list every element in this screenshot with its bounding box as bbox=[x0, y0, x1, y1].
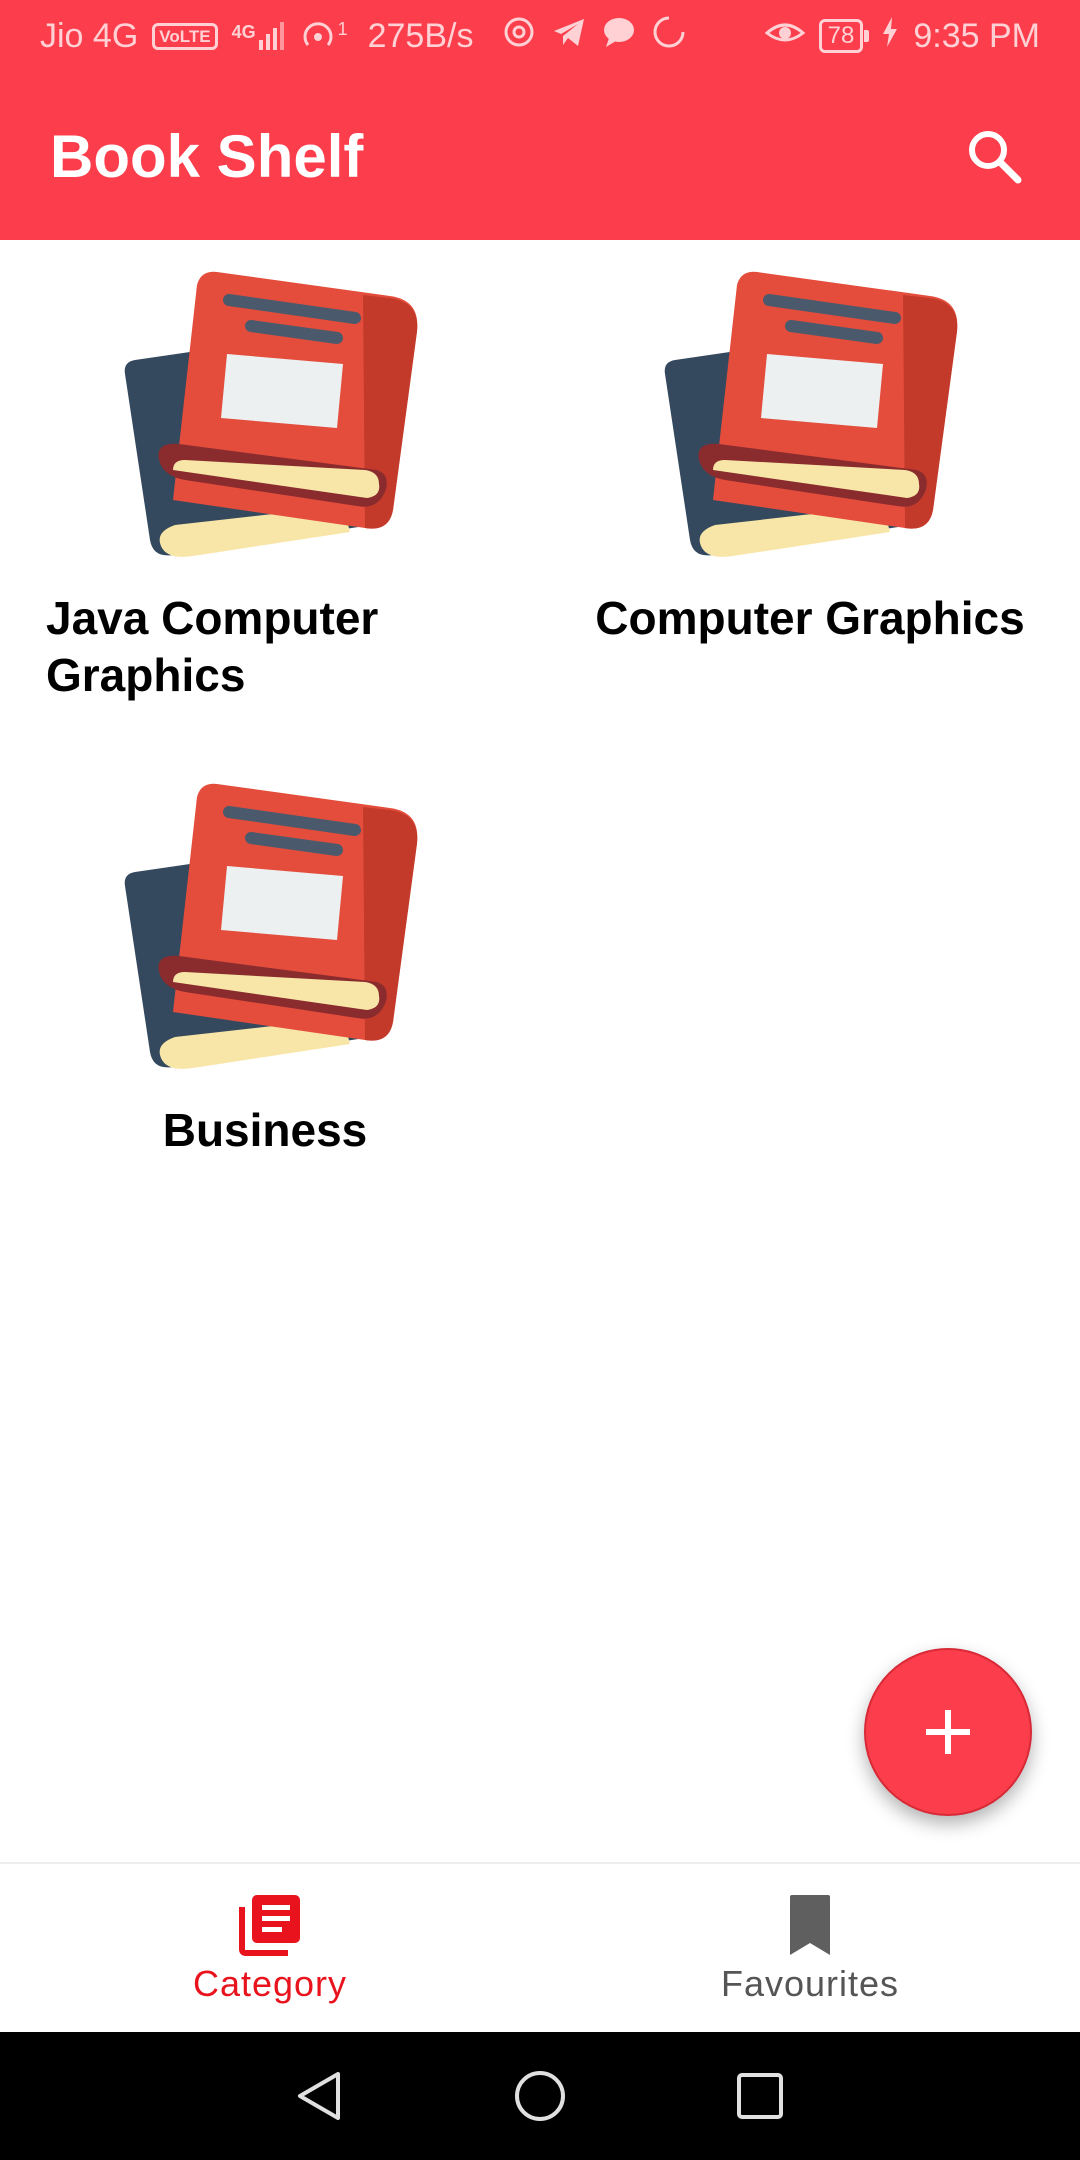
nav-label-category: Category bbox=[192, 1963, 348, 2004]
wifi-calling-icon bbox=[501, 14, 537, 59]
recents-icon bbox=[737, 2073, 783, 2119]
search-icon bbox=[969, 131, 1022, 184]
category-icon bbox=[239, 1895, 300, 1956]
eye-comfort-icon bbox=[764, 15, 806, 58]
telegram-icon bbox=[551, 14, 587, 59]
book-stack-icon bbox=[664, 271, 958, 557]
category-card[interactable]: Java Computer Graphics bbox=[0, 240, 540, 740]
back-button[interactable] bbox=[285, 2061, 355, 2131]
recents-button[interactable] bbox=[725, 2061, 795, 2131]
volte-badge: VoLTE bbox=[152, 22, 218, 50]
status-right: 78 9:35 PM bbox=[764, 15, 1040, 58]
battery-indicator: 78 bbox=[818, 19, 870, 53]
category-card[interactable]: Business bbox=[0, 752, 540, 1232]
hotspot-count: 1 bbox=[337, 19, 348, 39]
nav-label-favourites: Favourites bbox=[720, 1963, 900, 2004]
network-speed: 275B/s bbox=[367, 16, 474, 55]
network-type-label: 4G bbox=[231, 22, 256, 42]
back-icon bbox=[298, 2072, 340, 2120]
home-icon bbox=[515, 2071, 565, 2121]
category-title: Computer Graphics bbox=[595, 592, 1025, 644]
search-button[interactable] bbox=[958, 120, 1030, 192]
home-button[interactable] bbox=[505, 2061, 575, 2131]
add-category-button[interactable] bbox=[864, 1648, 1032, 1816]
status-left: Jio 4G VoLTE 4G 1 275B/s bbox=[40, 14, 687, 59]
app-bar: Book Shelf bbox=[0, 72, 1080, 240]
plus-icon bbox=[926, 1710, 970, 1754]
carrier-label: Jio 4G bbox=[40, 16, 139, 55]
book-stack-icon bbox=[124, 271, 418, 557]
sync-icon bbox=[651, 14, 687, 59]
nav-item-category[interactable]: Category bbox=[0, 1864, 540, 2034]
category-card[interactable]: Computer Graphics bbox=[540, 240, 1080, 740]
page-title: Book Shelf bbox=[50, 122, 364, 190]
nav-item-favourites[interactable]: Favourites bbox=[540, 1864, 1080, 2034]
category-title: Java Computer Graphics bbox=[46, 592, 379, 701]
bottom-navigation: Category Favourites bbox=[0, 1862, 1080, 2034]
clock: 9:35 PM bbox=[913, 16, 1040, 55]
bookmark-icon bbox=[790, 1895, 830, 1955]
signal-icon: 4G bbox=[232, 22, 284, 50]
category-title: Business bbox=[162, 1104, 368, 1156]
chat-icon bbox=[601, 14, 637, 59]
book-stack-icon bbox=[124, 783, 418, 1069]
system-navigation-bar bbox=[0, 2032, 1080, 2160]
charging-icon bbox=[881, 16, 899, 56]
status-bar: Jio 4G VoLTE 4G 1 275B/s bbox=[0, 0, 1080, 72]
hotspot-icon: 1 bbox=[298, 19, 348, 53]
